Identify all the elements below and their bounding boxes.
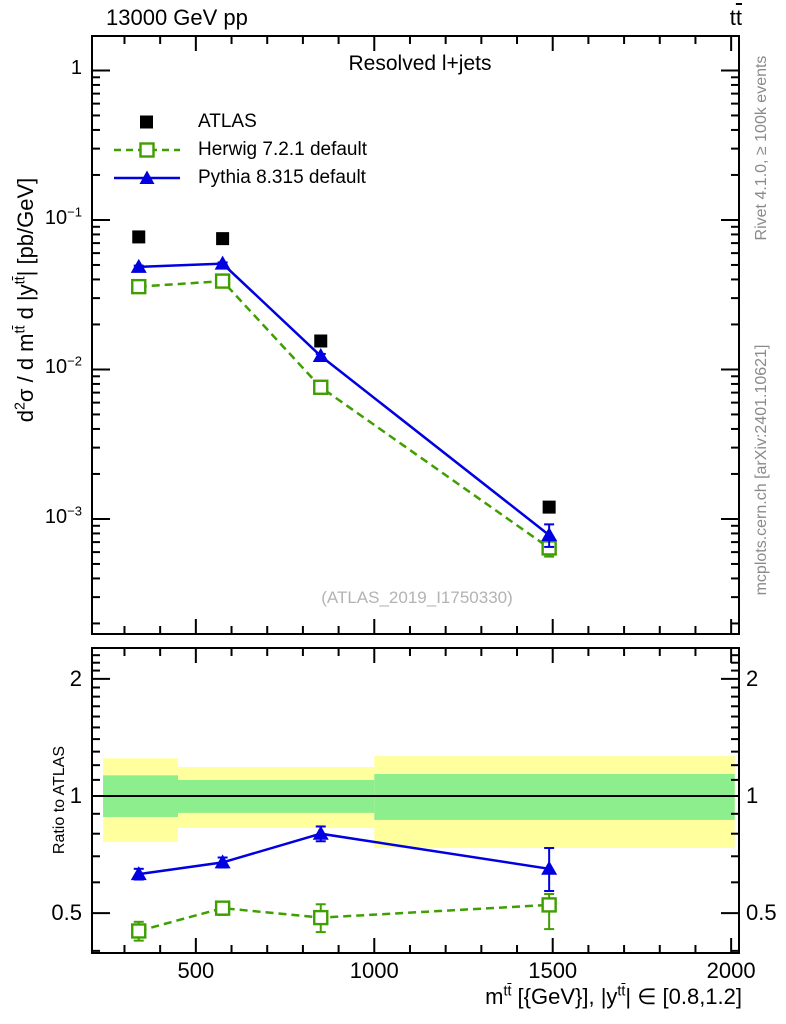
atlas-marker-icon xyxy=(140,115,153,129)
text-fragment: t xyxy=(503,983,508,1000)
text-fragment: t xyxy=(617,983,622,1000)
text-fragment: | [pb/GeV] xyxy=(13,177,38,277)
ratio-marker-pythia xyxy=(541,860,558,875)
text-fragment: t xyxy=(729,5,736,30)
text-fragment: t xyxy=(735,5,742,30)
main-y-axis-label: d2σ / d mtt d |ytt| [pb/GeV] xyxy=(13,178,39,423)
main-marker-herwig xyxy=(313,379,329,395)
ratio-marker-pythia xyxy=(130,866,147,881)
main-marker-atlas xyxy=(314,334,328,348)
main-marker-atlas xyxy=(216,232,230,246)
ratio-marker-pythia xyxy=(214,854,231,869)
text-fragment: m xyxy=(485,984,504,1009)
mcplots-reference-text: mcplots.cern.ch [arXiv:2401.10621] xyxy=(753,344,770,596)
herwig-marker-icon xyxy=(114,142,180,158)
process-title: tt xyxy=(730,5,742,31)
ratio-line-herwig xyxy=(138,903,550,933)
text-fragment: | ∈ [0.8,1.2] xyxy=(625,984,742,1009)
text-fragment: t xyxy=(12,276,29,281)
ratio-frame xyxy=(91,647,740,954)
main-line-herwig xyxy=(138,279,550,549)
main-marker-atlas xyxy=(542,500,556,514)
main-marker-pythia xyxy=(541,527,558,542)
pythia-marker-icon xyxy=(114,170,180,184)
legend-item-pythia: Pythia 8.315 default xyxy=(112,164,367,192)
ratio-marker-herwig xyxy=(313,909,329,926)
text-fragment: 2 xyxy=(12,402,29,411)
legend-label-pythia: Pythia 8.315 default xyxy=(198,167,366,188)
ratio-y-axis-label: Ratio to ATLAS xyxy=(51,745,68,855)
watermark: (ATLAS_2019_I1750330) xyxy=(321,588,513,607)
main-marker-pythia xyxy=(130,258,147,273)
main-marker-pythia xyxy=(312,348,329,363)
legend: ATLAS Herwig 7.2.1 default Pythia 8.315 … xyxy=(112,108,367,192)
text-fragment: d |y xyxy=(13,284,38,326)
main-marker-herwig xyxy=(214,273,231,289)
legend-label-herwig: Herwig 7.2.1 default xyxy=(198,139,367,160)
rivet-version-text: Rivet 4.1.0, ≥ 100k events xyxy=(753,55,770,241)
ratio-marker-herwig xyxy=(541,897,557,913)
main-marker-atlas xyxy=(132,230,146,244)
main-marker-pythia xyxy=(214,255,231,270)
beam-energy-title: 13000 GeV pp xyxy=(106,5,248,30)
text-fragment: t xyxy=(12,329,29,334)
main-line-pythia xyxy=(138,262,550,537)
ratio-marker-herwig xyxy=(214,900,231,916)
main-frame xyxy=(91,35,740,635)
text-fragment: t xyxy=(12,280,29,285)
text-fragment: d xyxy=(13,410,38,423)
text-fragment: t xyxy=(12,325,29,330)
main-plot-title: Resolved l+jets xyxy=(348,52,492,75)
text-fragment: t xyxy=(621,983,626,1000)
legend-item-herwig: Herwig 7.2.1 default xyxy=(112,136,367,164)
text-fragment: [{GeV}], |y xyxy=(511,984,618,1009)
legend-label-atlas: ATLAS xyxy=(198,111,257,132)
main-marker-herwig xyxy=(131,278,147,295)
ratio-line-pythia xyxy=(138,832,550,876)
x-axis-label: mtt [{GeV}], |ytt| ∈ [0.8,1.2] xyxy=(485,984,742,1010)
text-fragment: σ / d m xyxy=(13,333,38,403)
text-fragment: t xyxy=(507,983,512,1000)
ratio-marker-pythia xyxy=(312,825,329,840)
legend-item-atlas: ATLAS xyxy=(112,108,367,136)
ratio-marker-herwig xyxy=(131,923,147,939)
